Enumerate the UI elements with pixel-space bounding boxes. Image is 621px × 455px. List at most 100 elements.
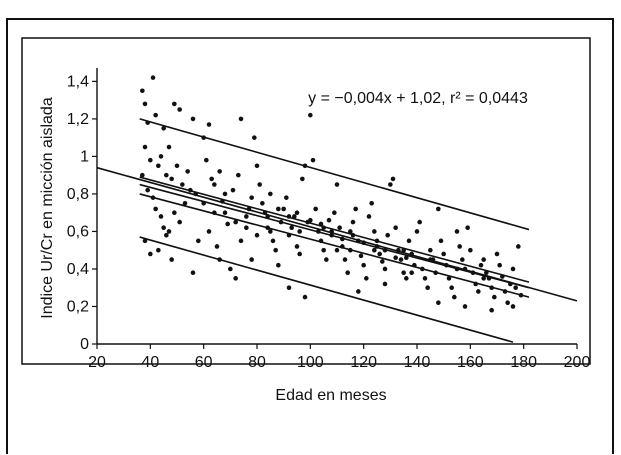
data-point — [358, 253, 364, 259]
data-point — [388, 182, 393, 187]
regression-line — [139, 176, 530, 283]
data-point — [481, 257, 486, 262]
data-point — [350, 232, 356, 238]
data-point — [294, 210, 300, 215]
data-point — [478, 262, 484, 268]
data-point — [454, 266, 460, 272]
data-point — [265, 214, 270, 219]
data-point — [156, 163, 161, 169]
data-point — [401, 247, 406, 253]
data-point — [329, 229, 334, 234]
data-point — [284, 195, 289, 200]
data-point — [382, 247, 388, 253]
data-point — [377, 251, 382, 257]
data-point — [414, 229, 420, 234]
data-point — [166, 144, 172, 150]
data-point — [153, 112, 158, 118]
data-point — [374, 238, 380, 244]
data-point — [380, 259, 385, 264]
data-point — [497, 262, 502, 268]
data-point — [318, 238, 324, 244]
data-point — [238, 238, 244, 244]
data-point — [308, 112, 313, 118]
data-point — [334, 182, 340, 187]
data-point — [321, 247, 326, 253]
data-point — [148, 157, 153, 163]
data-point — [276, 206, 281, 212]
y-tick-label: 0,8 — [67, 186, 89, 203]
data-point — [436, 300, 441, 306]
data-point — [318, 221, 324, 227]
data-point — [214, 244, 220, 249]
data-point — [270, 238, 276, 244]
data-point — [508, 281, 513, 287]
figure-frame — [6, 18, 614, 454]
data-point — [513, 285, 518, 291]
data-point — [372, 247, 377, 253]
data-point — [233, 219, 238, 225]
data-point — [217, 257, 222, 262]
data-point — [518, 292, 524, 298]
data-point — [252, 135, 257, 140]
data-point — [417, 219, 422, 225]
data-point — [342, 257, 348, 262]
data-point — [457, 244, 462, 249]
data-point — [460, 257, 465, 262]
data-point — [366, 214, 372, 219]
data-point — [222, 210, 228, 215]
data-point — [470, 270, 476, 276]
data-point — [390, 176, 396, 182]
regression-line — [139, 183, 530, 289]
data-point — [492, 294, 497, 300]
data-point — [409, 251, 414, 257]
y-tick-label: 0 — [80, 336, 89, 353]
data-point — [422, 276, 428, 281]
x-tick-label: 80 — [248, 354, 266, 371]
data-point — [302, 163, 308, 169]
data-point — [212, 182, 217, 187]
data-point — [452, 294, 457, 300]
data-point — [337, 225, 342, 230]
data-point — [494, 251, 500, 257]
data-point — [254, 232, 260, 238]
data-point — [353, 206, 358, 212]
data-point — [257, 182, 262, 187]
data-point — [465, 225, 470, 230]
data-point — [177, 107, 182, 112]
data-point — [297, 251, 302, 257]
data-point — [393, 225, 398, 230]
data-point — [324, 257, 329, 262]
data-point — [206, 229, 212, 234]
data-point — [449, 285, 454, 291]
data-point — [510, 304, 516, 309]
data-point — [273, 247, 278, 253]
data-point — [166, 229, 172, 234]
data-point — [292, 214, 297, 219]
data-point — [172, 101, 177, 107]
data-point — [326, 217, 332, 223]
data-point — [364, 276, 369, 281]
data-point — [174, 163, 180, 169]
data-point — [193, 191, 198, 197]
data-point — [262, 210, 268, 215]
data-point — [236, 172, 241, 178]
data-point — [286, 232, 292, 238]
data-point — [217, 169, 222, 174]
data-point — [334, 247, 340, 253]
data-point — [382, 281, 388, 287]
data-point — [225, 221, 230, 227]
data-point — [409, 270, 414, 276]
data-point — [145, 187, 150, 193]
data-point — [233, 276, 238, 281]
data-point — [350, 219, 356, 225]
data-point — [444, 262, 449, 268]
x-axis-label: Edad en meses — [275, 387, 386, 404]
data-point — [481, 276, 486, 281]
y-tick-label: 1,4 — [67, 73, 89, 90]
y-tick-label: 0,4 — [67, 261, 89, 278]
data-point — [185, 169, 190, 174]
regression-equation: y = −0,004x + 1,02, r² = 0,0443 — [308, 90, 528, 107]
data-point — [313, 206, 318, 212]
data-point — [201, 201, 206, 206]
